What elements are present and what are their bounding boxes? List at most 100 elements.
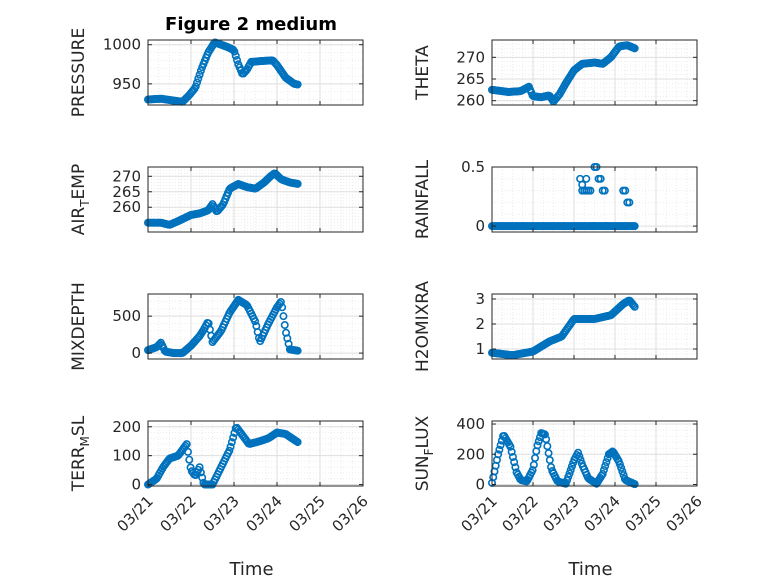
- y-tick-label: 260: [112, 198, 141, 216]
- y-axis-label: SUNFLUX: [413, 415, 436, 491]
- y-tick-label: 0: [475, 475, 485, 493]
- data-point: [278, 303, 287, 312]
- axes-box: [491, 166, 698, 233]
- data-point: [602, 458, 611, 467]
- data-point: [576, 455, 585, 464]
- data-point: [293, 179, 302, 188]
- y-tick-label: 500: [112, 307, 141, 325]
- y-axis-label: THETA: [413, 45, 433, 101]
- y-tick-label: 265: [112, 183, 141, 201]
- data-point: [621, 186, 630, 195]
- data-point: [625, 198, 634, 207]
- y-axis-label: MIXDEPTH: [69, 282, 89, 371]
- data-point: [198, 473, 207, 482]
- panel-h2omixra: 1 2 3 H2OMIXRA: [413, 281, 698, 372]
- x-axis-label: Time: [228, 559, 273, 580]
- data-point: [511, 463, 520, 472]
- y-axis-label-part: SL: [69, 415, 89, 436]
- x-tick-label: 03/22: [499, 492, 542, 535]
- x-tick-label: 03/21: [114, 492, 157, 535]
- data-point: [195, 463, 204, 472]
- data-point: [183, 447, 192, 456]
- figure-title: Figure 2 medium: [165, 14, 337, 35]
- y-tick-label: 0.5: [461, 158, 485, 176]
- data-point: [582, 174, 591, 183]
- x-tick-label: 03/23: [200, 492, 243, 535]
- data-point: [630, 222, 639, 231]
- y-tick-label: 100: [112, 447, 141, 465]
- data-point: [196, 66, 205, 75]
- data-point: [279, 312, 288, 321]
- y-tick-label: 2: [475, 315, 485, 333]
- x-tick-label: 03/25: [286, 492, 329, 535]
- axes-box: [491, 293, 698, 360]
- y-tick-label: 265: [456, 70, 485, 88]
- data-point: [495, 445, 504, 454]
- axes-box: [147, 420, 364, 487]
- data-point: [293, 346, 302, 355]
- data-point: [182, 440, 191, 449]
- x-tick-label: 03/23: [540, 492, 583, 535]
- y-axis-label-part: TERR: [69, 446, 89, 492]
- y-axis-label-part: LUX: [413, 415, 433, 448]
- data-point: [229, 433, 238, 442]
- x-tick-label: 03/26: [329, 492, 372, 535]
- data-point: [191, 82, 200, 91]
- data-point: [194, 74, 203, 83]
- x-tick-label: 03/22: [157, 492, 200, 535]
- data-point: [506, 442, 515, 451]
- data-point: [227, 438, 236, 447]
- y-tick-label: 1000: [103, 36, 141, 54]
- data-point: [193, 78, 202, 87]
- data-point: [630, 480, 639, 489]
- x-tick-label: 03/24: [243, 492, 286, 535]
- data-point: [508, 452, 517, 461]
- data-point: [618, 467, 627, 476]
- data-point: [578, 180, 587, 189]
- data-point: [540, 430, 549, 439]
- y-axis-label-subscript: T: [78, 199, 92, 208]
- panel-terr_msl: 0 100 200 TERRMSL 03/21 03/22 03/23 03/24 03/25 0…: [69, 415, 372, 580]
- data-point: [231, 51, 240, 60]
- data-point: [575, 452, 584, 461]
- y-axis-label: H2OMIXRA: [413, 281, 433, 372]
- y-tick-label: 0: [131, 476, 141, 494]
- y-axis-label-part: AIR: [69, 207, 89, 236]
- data-point: [615, 460, 624, 469]
- y-axis-label: AIRTEMP: [69, 164, 92, 235]
- axes-box: [147, 166, 364, 233]
- y-axis-label: RAINFALL: [413, 159, 433, 239]
- y-axis-label-subscript: M: [78, 436, 92, 446]
- axes-box: [147, 39, 364, 106]
- data-point: [565, 469, 574, 478]
- y-axis-label-part: EMP: [69, 164, 89, 200]
- data-point: [528, 466, 537, 475]
- data-point: [507, 447, 516, 456]
- y-tick-label: 260: [456, 92, 485, 110]
- y-tick-label: 950: [112, 75, 141, 93]
- data-point: [601, 462, 610, 471]
- data-point: [496, 441, 505, 450]
- y-tick-label: 0: [131, 344, 141, 362]
- data-point: [533, 441, 542, 450]
- x-tick-label: 03/21: [458, 492, 501, 535]
- data-point: [233, 56, 242, 65]
- x-tick-label: 03/24: [581, 492, 624, 535]
- data-point: [599, 465, 608, 474]
- data-point: [629, 301, 638, 310]
- data-point: [251, 317, 260, 326]
- data-point: [602, 222, 611, 231]
- data-point: [510, 458, 519, 467]
- data-point: [280, 321, 289, 330]
- data-point: [588, 222, 597, 231]
- data-point: [574, 448, 583, 457]
- y-tick-label: 400: [456, 415, 485, 433]
- data-point: [598, 469, 607, 478]
- data-point: [566, 465, 575, 474]
- data-point: [225, 446, 234, 455]
- data-point: [195, 70, 204, 79]
- data-point: [226, 442, 235, 451]
- data-point: [230, 47, 239, 56]
- y-axis-label-subscript: F: [422, 448, 436, 455]
- data-point: [293, 438, 302, 447]
